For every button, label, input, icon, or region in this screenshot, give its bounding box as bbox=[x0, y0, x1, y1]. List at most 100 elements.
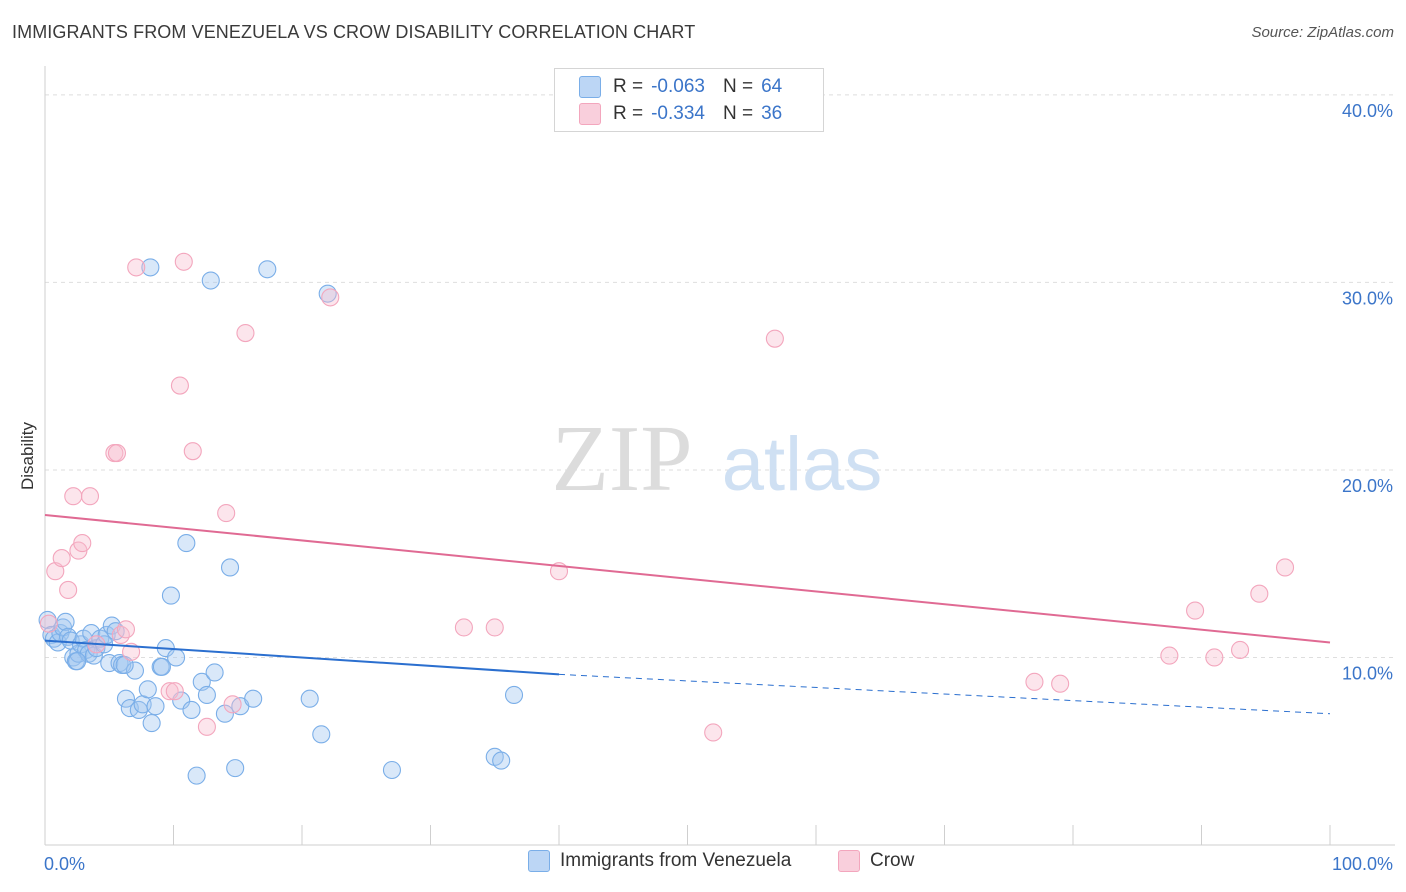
point-venezuela bbox=[197, 685, 216, 705]
legend-r-label: R = bbox=[613, 76, 644, 97]
legend-swatch-pink bbox=[838, 850, 860, 872]
point-venezuela bbox=[220, 558, 240, 577]
legend-row-crow: R = -0.334 N = 36 bbox=[579, 101, 782, 127]
legend-item-label: Crow bbox=[870, 850, 915, 871]
trend-line-crow bbox=[44, 513, 1331, 644]
legend-n-value: 36 bbox=[761, 103, 783, 124]
point-venezuela bbox=[68, 652, 87, 671]
watermark: ZIP atlas bbox=[552, 407, 883, 511]
legend-r-value: -0.063 bbox=[651, 76, 705, 97]
point-venezuela bbox=[258, 260, 277, 279]
point-crow bbox=[1275, 558, 1295, 577]
tick-labels: 10.0% 20.0% 30.0% 40.0% 0.0% 100.0% bbox=[44, 101, 1393, 874]
grid-lines bbox=[45, 94, 1395, 658]
point-crow bbox=[46, 562, 65, 581]
point-venezuela bbox=[226, 759, 245, 778]
legend-item-label: Immigrants from Venezuela bbox=[560, 850, 792, 871]
point-crow bbox=[127, 258, 146, 277]
y-axis-label: Disability bbox=[18, 421, 37, 490]
point-venezuela bbox=[187, 766, 206, 785]
point-venezuela bbox=[215, 704, 234, 723]
point-venezuela bbox=[115, 655, 134, 675]
axes bbox=[44, 66, 1395, 846]
legend-swatch-blue bbox=[579, 76, 601, 98]
legend-swatch-blue bbox=[528, 850, 550, 872]
point-venezuela bbox=[205, 663, 224, 682]
legend-item-venezuela: Immigrants from Venezuela bbox=[528, 850, 791, 872]
point-crow bbox=[236, 323, 255, 343]
point-venezuela bbox=[146, 697, 165, 716]
point-crow bbox=[111, 625, 130, 645]
point-crow bbox=[52, 549, 71, 568]
point-venezuela bbox=[84, 646, 103, 665]
point-crow bbox=[165, 682, 184, 701]
point-crow bbox=[39, 614, 58, 633]
point-venezuela bbox=[116, 689, 136, 708]
source-label: Source: ZipAtlas.com bbox=[1251, 24, 1394, 41]
point-crow bbox=[107, 444, 127, 463]
point-crow bbox=[223, 695, 242, 714]
legend-item-crow: Crow bbox=[838, 850, 914, 872]
point-crow bbox=[160, 682, 179, 701]
point-crow bbox=[122, 642, 141, 661]
trend-line-venezuela bbox=[44, 639, 560, 676]
point-venezuela bbox=[201, 271, 220, 290]
series-legend: Immigrants from Venezuela Crow bbox=[0, 850, 1406, 880]
y-tick-label: 20.0% bbox=[1342, 476, 1393, 496]
legend-n-label: N = bbox=[722, 103, 754, 124]
x-tick-label: 100.0% bbox=[1332, 854, 1393, 874]
point-crow bbox=[116, 620, 136, 639]
point-crow bbox=[1025, 672, 1044, 691]
legend-n-label: N = bbox=[722, 76, 754, 97]
point-crow bbox=[1160, 646, 1179, 665]
point-crow bbox=[170, 376, 189, 395]
point-crow bbox=[704, 723, 723, 742]
point-venezuela bbox=[141, 258, 160, 277]
point-crow bbox=[174, 252, 193, 271]
point-venezuela bbox=[504, 685, 524, 705]
stats-legend: R = -0.063 N = 64 R = -0.334 N = 36 bbox=[554, 68, 824, 132]
y-tick-label: 10.0% bbox=[1342, 663, 1393, 683]
point-crow bbox=[64, 487, 83, 506]
watermark-zip: ZIP bbox=[552, 407, 693, 511]
point-venezuela bbox=[161, 586, 180, 605]
data-points bbox=[38, 252, 1295, 785]
legend-r-value: -0.334 bbox=[651, 103, 705, 124]
point-venezuela bbox=[492, 751, 511, 770]
point-venezuela bbox=[182, 700, 201, 720]
point-crow bbox=[183, 442, 202, 461]
legend-n-value: 64 bbox=[761, 76, 783, 97]
point-crow bbox=[1231, 640, 1250, 660]
point-crow bbox=[73, 534, 92, 553]
trend-line-venezuela-extension bbox=[558, 673, 1331, 715]
point-venezuela bbox=[142, 714, 161, 733]
point-venezuela bbox=[138, 680, 157, 699]
page-title: IMMIGRANTS FROM VENEZUELA VS CROW DISABI… bbox=[12, 22, 696, 42]
point-crow bbox=[197, 717, 216, 736]
point-venezuela bbox=[152, 657, 171, 676]
point-venezuela bbox=[300, 689, 319, 708]
y-tick-label: 40.0% bbox=[1342, 101, 1393, 121]
point-crow bbox=[321, 288, 340, 307]
x-tick-label: 0.0% bbox=[44, 854, 85, 874]
point-crow bbox=[1186, 601, 1205, 620]
point-crow bbox=[1051, 674, 1070, 693]
point-crow bbox=[1205, 648, 1224, 667]
point-venezuela bbox=[97, 625, 116, 645]
legend-r-label: R = bbox=[613, 103, 644, 124]
point-venezuela bbox=[125, 661, 144, 680]
point-crow bbox=[765, 329, 784, 348]
point-venezuela bbox=[244, 689, 263, 708]
watermark-atlas: atlas bbox=[722, 422, 883, 507]
point-venezuela bbox=[382, 760, 402, 780]
y-tick-label: 30.0% bbox=[1342, 288, 1393, 308]
legend-swatch-pink bbox=[579, 103, 601, 125]
point-crow bbox=[59, 580, 78, 600]
point-crow bbox=[454, 618, 473, 637]
trend-lines bbox=[44, 513, 1331, 715]
point-crow bbox=[485, 618, 504, 637]
point-crow bbox=[80, 487, 100, 506]
point-venezuela bbox=[177, 534, 196, 553]
point-venezuela bbox=[312, 725, 331, 744]
